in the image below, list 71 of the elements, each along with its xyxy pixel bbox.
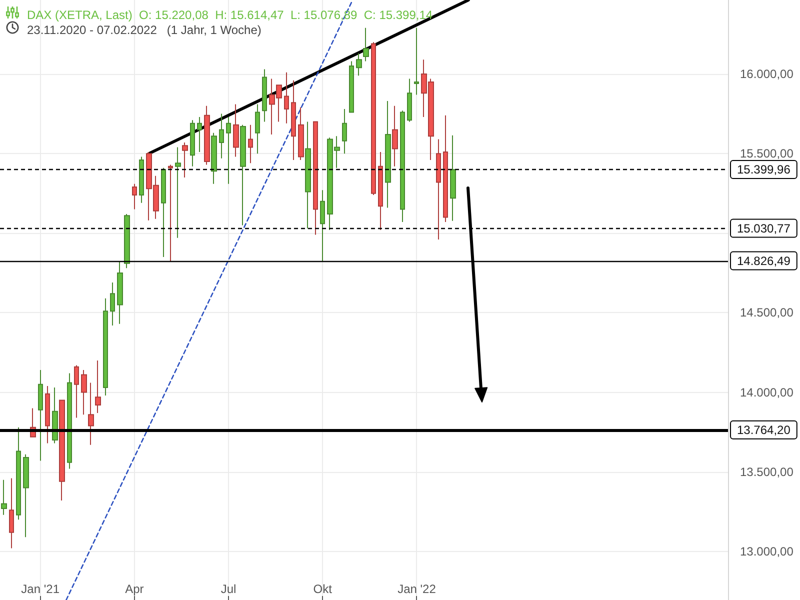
candlestick — [16, 426, 21, 520]
candlestick — [291, 80, 296, 160]
candlestick — [204, 105, 210, 166]
candlestick — [313, 121, 318, 236]
ref-line-label: 14.826,49 — [737, 254, 791, 268]
candlestick — [342, 108, 347, 154]
candlestick — [124, 214, 130, 269]
candlestick — [168, 164, 173, 262]
candlestick — [436, 138, 441, 240]
x-tick-label: Jan '22 — [398, 582, 436, 596]
y-tick-label: 14.000,00 — [740, 385, 794, 400]
text: 23.11.2020 - 07.02.2022 (1 Jahr, 1 Woche) — [27, 23, 262, 37]
candlestick — [240, 124, 246, 226]
candlestick — [110, 282, 115, 326]
candlestick — [371, 42, 376, 196]
candlestick — [117, 261, 123, 324]
candlestick — [88, 382, 94, 446]
y-tick-label: 13.000,00 — [740, 544, 794, 558]
candlestick — [356, 52, 362, 76]
candlestick — [320, 190, 325, 262]
candlestick — [233, 104, 239, 158]
candlestick — [298, 106, 304, 160]
candlestick — [38, 370, 43, 462]
x-tick-label: Jan '21 — [21, 582, 60, 596]
candlestick — [45, 385, 50, 444]
candlestick — [161, 167, 166, 258]
candlestick — [226, 116, 231, 184]
candlestick — [95, 360, 101, 414]
candlestick — [262, 68, 267, 122]
ref-line-label: 13.764,20 — [737, 422, 791, 437]
candlestick — [305, 121, 311, 229]
candlestick — [284, 72, 289, 124]
candlestick — [211, 132, 217, 184]
candlestick — [81, 370, 87, 416]
candlestick — [132, 183, 137, 210]
candlestick — [363, 27, 369, 62]
candlestick — [378, 151, 383, 230]
candlestick — [52, 387, 58, 444]
x-tick-label: Apr — [125, 582, 144, 596]
candlestick — [59, 400, 65, 502]
candlestick — [219, 113, 224, 159]
candlestick — [190, 120, 195, 167]
ref-line-label: 15.030,77 — [737, 221, 791, 236]
y-tick-label: 14.500,00 — [740, 306, 794, 320]
candlestick — [23, 454, 29, 538]
candlestick — [175, 146, 181, 238]
candlestick — [1, 479, 7, 516]
text: DAX (XETRA, Last) O: 15.220,08 H: 15.614,47 L: 15.076,89 C: 15.399,14 — [27, 8, 433, 22]
y-tick-label: 16.000,00 — [740, 67, 794, 82]
candlestick — [197, 116, 202, 152]
candlestick — [255, 104, 260, 154]
candlestick — [67, 372, 72, 470]
candlestick — [385, 100, 391, 208]
candlestick — [414, 27, 419, 96]
candlestick — [248, 124, 253, 164]
ref-line-label: 15.399,96 — [737, 162, 791, 176]
candlestick — [407, 78, 412, 122]
candlestick — [9, 478, 14, 549]
candlestick — [139, 156, 144, 204]
candlestick — [450, 134, 456, 222]
candlestick — [400, 110, 405, 223]
y-tick-label: 15.500,00 — [740, 146, 794, 161]
candlestick — [349, 60, 354, 113]
candlestick — [74, 364, 79, 418]
candlestick — [443, 114, 448, 223]
y-tick-label: 13.500,00 — [740, 464, 794, 479]
candlestick — [103, 298, 108, 396]
x-tick-label: Jul — [220, 582, 236, 596]
candlestick — [392, 105, 398, 167]
x-tick-label: Okt — [313, 582, 333, 596]
candlestick — [182, 142, 188, 178]
